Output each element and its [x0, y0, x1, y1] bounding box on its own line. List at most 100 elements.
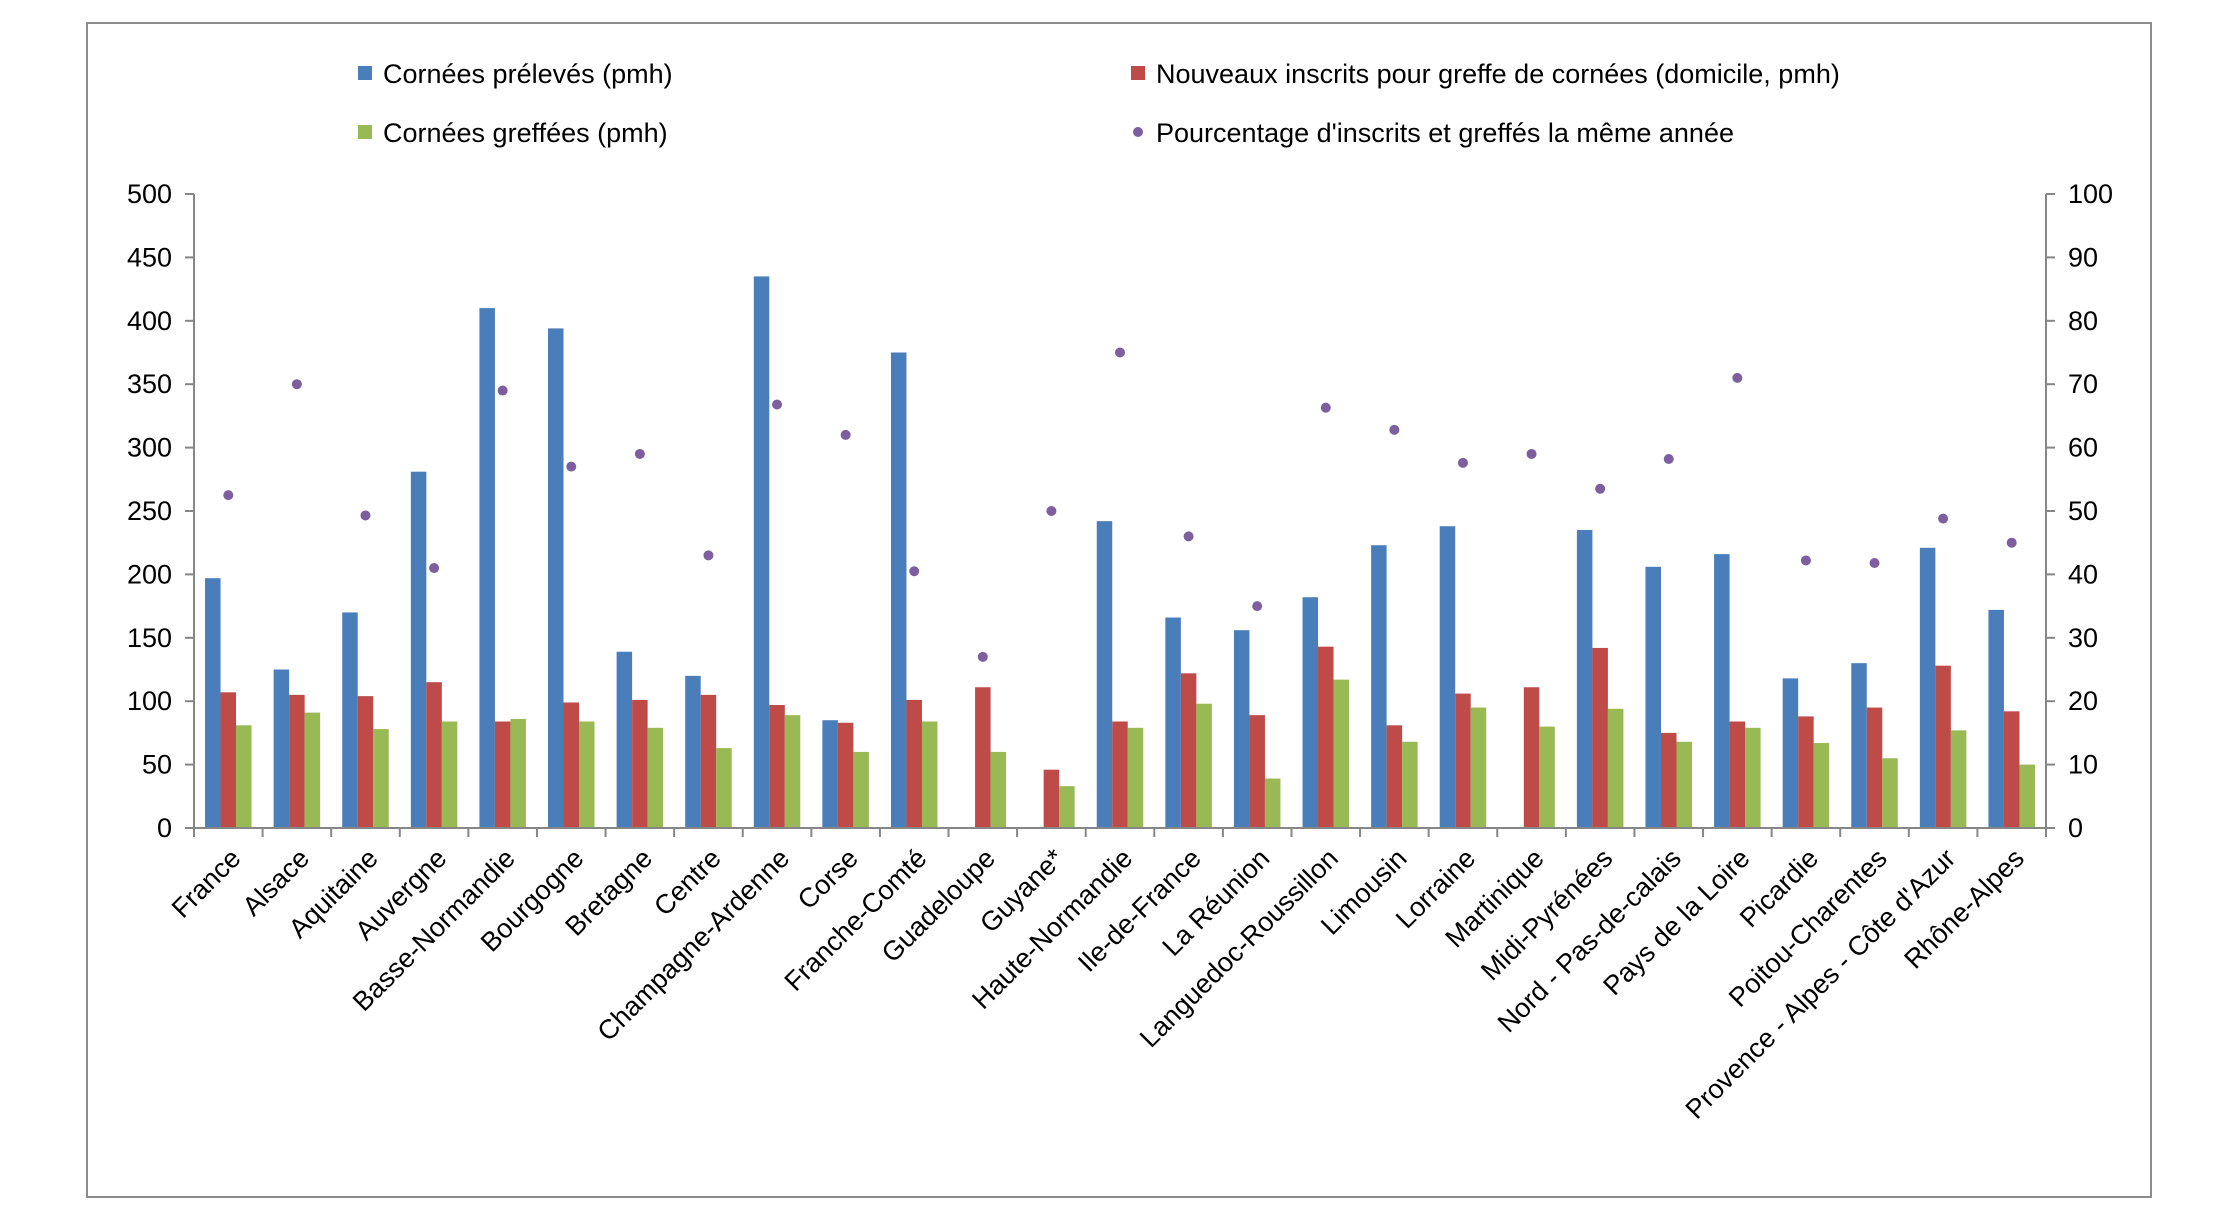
- bar-2-Basse-Normandie: [494, 721, 511, 828]
- left-axis-tick-label: 150: [127, 623, 172, 653]
- combo-chart: Cornées prélevés (pmh) Nouveaux inscrits …: [127, 59, 2113, 1125]
- bar-1-Provence - Alpes - Côte d'Azur: [1919, 547, 1936, 828]
- bar-2-Corse: [837, 722, 854, 828]
- bar-1-Aquitaine: [342, 612, 358, 828]
- bar-3-Provence - Alpes - Côte d'Azur: [1950, 730, 1967, 828]
- bar-3-Basse-Normandie: [510, 718, 526, 828]
- bar-1-Champagne-Ardenne: [753, 276, 770, 828]
- legend: Cornées prélevés (pmh) Nouveaux inscrits …: [358, 59, 1840, 148]
- bar-3-Picardie: [1813, 743, 1830, 828]
- bar-2-Haute-Normandie: [1112, 721, 1128, 828]
- point-Pays de la Loire: [1732, 372, 1743, 383]
- bar-3-Languedoc-Roussillon: [1333, 679, 1350, 828]
- category-label: France: [166, 843, 247, 924]
- left-axis-tick-label: 400: [127, 306, 172, 336]
- bar-1-Poitou-Charentes: [1851, 663, 1867, 828]
- right-axis-tick-label: 20: [2068, 686, 2098, 716]
- x-axis: FranceAlsaceAquitaineAuvergneBasse-Norma…: [166, 827, 2047, 1125]
- point-Haute-Normandie: [1115, 347, 1125, 358]
- chart-frame: Cornées prélevés (pmh) Nouveaux inscrits …: [86, 22, 2152, 1198]
- bar-1-Ile-de-France: [1165, 617, 1181, 828]
- bar-3-Lorraine: [1470, 707, 1487, 828]
- bar-2-Limousin: [1386, 725, 1403, 828]
- legend-marker-4: [1133, 127, 1143, 137]
- bar-3-France: [236, 725, 252, 828]
- point-Champagne-Ardenne: [772, 399, 783, 410]
- bar-2-Midi-Pyrénées: [1592, 647, 1608, 828]
- point-Bretagne: [634, 448, 645, 459]
- point-Guadeloupe: [977, 651, 988, 662]
- bar-marks: [205, 276, 2035, 828]
- legend-swatch-2: [1131, 66, 1145, 80]
- point-Limousin: [1389, 424, 1400, 435]
- legend-label-4: Pourcentage d'inscrits et greffés la mêm…: [1156, 118, 1734, 148]
- bar-1-Alsace: [273, 669, 290, 828]
- bar-1-France: [205, 578, 221, 828]
- right-axis-tick-label: 70: [2068, 369, 2098, 399]
- left-axis-tick-label: 250: [127, 496, 172, 526]
- bar-3-Alsace: [304, 712, 321, 828]
- bar-1-Franche-Comté: [890, 352, 907, 828]
- bar-2-Rhône-Alpes: [2003, 711, 2020, 828]
- point-Centre: [703, 550, 714, 561]
- bar-2-Aquitaine: [357, 696, 374, 828]
- right-axis-tick-label: 80: [2068, 306, 2098, 336]
- left-axis-tick-label: 0: [157, 813, 172, 843]
- left-y-axis: 0 50 100 150 200 250 300 350 400 450 500: [127, 179, 195, 843]
- bar-2-Guadeloupe: [975, 687, 991, 828]
- bar-3-Rhône-Alpes: [2019, 764, 2035, 828]
- legend-swatch-1: [358, 66, 372, 80]
- bar-2-Centre: [700, 694, 717, 828]
- point-Martinique: [1526, 448, 1537, 459]
- bar-1-Midi-Pyrénées: [1576, 530, 1593, 828]
- right-axis-tick-label: 90: [2068, 242, 2098, 272]
- right-axis-tick-label: 40: [2068, 559, 2098, 589]
- point-La Réunion: [1252, 601, 1263, 612]
- bar-3-Guadeloupe: [990, 751, 1007, 828]
- bar-3-Franche-Comté: [921, 721, 938, 828]
- bar-2-Franche-Comté: [906, 699, 922, 828]
- bar-2-Guyane*: [1043, 769, 1060, 828]
- scatter-marks: [223, 347, 2017, 662]
- legend-label-2: Nouveaux inscrits pour greffe de cornées…: [1156, 59, 1840, 89]
- point-Picardie: [1800, 555, 1811, 566]
- point-Ile-de-France: [1183, 531, 1194, 542]
- left-axis-tick-label: 50: [142, 750, 172, 780]
- bar-3-Aquitaine: [373, 729, 389, 828]
- point-Franche-Comté: [909, 566, 920, 577]
- bar-3-Ile-de-France: [1196, 703, 1212, 828]
- bar-3-Haute-Normandie: [1127, 727, 1144, 828]
- legend-swatch-3: [358, 125, 372, 139]
- right-axis-tick-label: 60: [2068, 433, 2098, 463]
- point-Rhône-Alpes: [2006, 537, 2017, 548]
- bar-1-Haute-Normandie: [1096, 521, 1113, 828]
- point-Corse: [840, 429, 851, 440]
- bar-1-Rhône-Alpes: [1988, 609, 2004, 828]
- bar-2-Languedoc-Roussillon: [1318, 646, 1334, 828]
- bar-2-Provence - Alpes - Côte d'Azur: [1935, 665, 1951, 828]
- bar-3-Centre: [716, 748, 732, 828]
- left-axis-tick-label: 300: [127, 433, 172, 463]
- point-Aquitaine: [360, 510, 371, 521]
- bar-2-Martinique: [1523, 687, 1540, 828]
- bar-1-Lorraine: [1439, 526, 1456, 828]
- bar-2-Nord - Pas-de-calais: [1660, 732, 1677, 828]
- bar-3-Bretagne: [647, 727, 664, 828]
- right-axis-tick-label: 50: [2068, 496, 2098, 526]
- bar-2-Bretagne: [632, 699, 648, 828]
- left-axis-tick-label: 500: [127, 179, 172, 209]
- legend-label-1: Cornées prélevés (pmh): [383, 59, 673, 89]
- point-Alsace: [291, 379, 302, 390]
- bar-1-Limousin: [1371, 545, 1387, 828]
- category-label: Rhône-Alpes: [1898, 843, 2030, 975]
- bar-2-Auvergne: [426, 682, 442, 828]
- right-axis-tick-label: 10: [2068, 750, 2098, 780]
- point-Guyane*: [1046, 506, 1057, 516]
- bar-1-Languedoc-Roussillon: [1302, 597, 1319, 828]
- bar-1-Centre: [685, 675, 701, 828]
- legend-label-3: Cornées greffées (pmh): [383, 118, 668, 148]
- bar-2-Poitou-Charentes: [1866, 707, 1883, 828]
- left-axis-tick-label: 200: [127, 559, 172, 589]
- bar-1-Pays de la Loire: [1714, 554, 1730, 828]
- bar-1-Basse-Normandie: [479, 308, 495, 828]
